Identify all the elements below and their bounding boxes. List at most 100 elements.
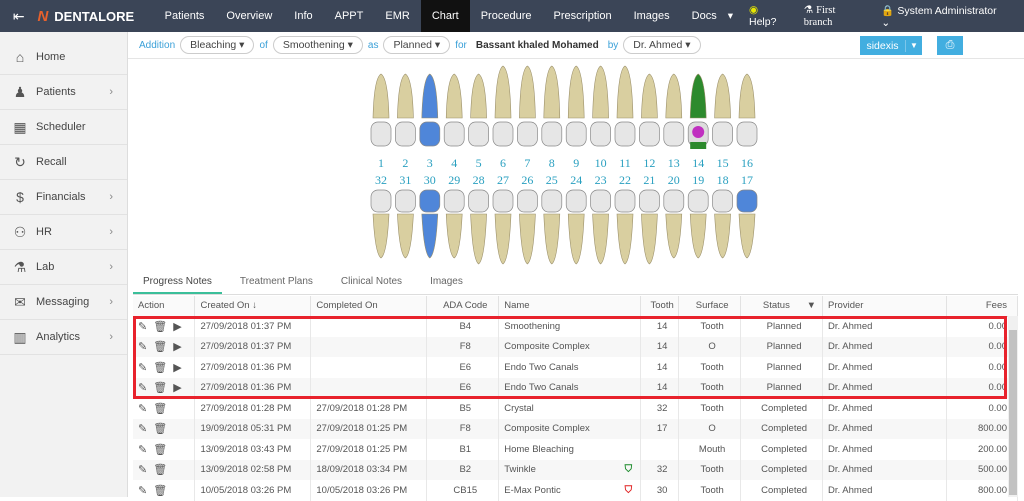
tooth-root-17[interactable]	[738, 213, 756, 259]
tooth-crown-12[interactable]	[639, 121, 660, 147]
tooth-root-22[interactable]	[616, 213, 634, 265]
tooth-number[interactable]: 3	[427, 156, 433, 170]
tooth-crown-25[interactable]	[541, 189, 563, 213]
tooth-crown-10[interactable]	[590, 121, 611, 147]
tooth-number[interactable]: 2	[402, 156, 408, 170]
trash-icon[interactable]: 🗑	[153, 361, 168, 374]
col-ada-code[interactable]: ADA Code	[426, 296, 500, 317]
tooth-number[interactable]: 23	[595, 173, 607, 187]
scrollbar-thumb[interactable]	[1009, 330, 1017, 495]
tooth-number[interactable]: 19	[692, 173, 704, 187]
sidebar-item-home[interactable]: ⌂ Home	[0, 40, 127, 75]
tooth-crown-20[interactable]	[663, 189, 685, 213]
tooth-number[interactable]: 27	[497, 173, 509, 187]
tooth-root-20[interactable]	[665, 213, 683, 259]
tooth-number[interactable]: 32	[375, 173, 387, 187]
table-row[interactable]: ✎ 🗑 ▶ 27/09/2018 01:36 PM E6 Endo Two Canals 1…	[133, 377, 1019, 398]
tooth-crown-28[interactable]	[468, 189, 489, 213]
tooth-crown-29[interactable]	[443, 189, 465, 213]
tooth-root-30[interactable]	[421, 213, 439, 259]
trash-icon[interactable]: 🗑	[153, 484, 168, 497]
tooth-root-10[interactable]	[592, 65, 609, 119]
tooth-crown-13[interactable]	[663, 121, 685, 147]
tooth-number[interactable]: 24	[570, 173, 582, 187]
tooth-number[interactable]: 16	[741, 156, 753, 170]
table-row[interactable]: ✎ 🗑 13/09/2018 02:58 PM 18/09/2018 03:34 PM…	[133, 459, 1019, 480]
tooth-crown-8[interactable]	[541, 121, 563, 147]
nav-docs[interactable]: Docs	[691, 10, 717, 22]
col-fees[interactable]: Fees	[946, 296, 1019, 317]
tooth-number[interactable]: 11	[619, 156, 631, 170]
tooth-root-3[interactable]	[421, 73, 439, 119]
tooth-crown-26[interactable]	[517, 189, 538, 213]
col-provider[interactable]: Provider	[822, 296, 947, 317]
tooth-number[interactable]: 31	[399, 173, 411, 187]
table-row[interactable]: ✎ 🗑 27/09/2018 01:28 PM 27/09/2018 01:28 PM…	[133, 398, 1019, 419]
edit-icon[interactable]: ✎	[138, 423, 148, 436]
sidebar-item-patients[interactable]: ♟ Patients ›	[0, 75, 127, 110]
tooth-crown-5[interactable]	[468, 121, 489, 147]
sidebar-item-recall[interactable]: ↻ Recall	[0, 145, 127, 180]
tooth-root-25[interactable]	[543, 213, 561, 265]
nav-chart[interactable]: Chart	[420, 0, 470, 32]
col-created-on[interactable]: Created On ↓	[194, 296, 312, 317]
tooth-crown-23[interactable]	[590, 189, 611, 213]
nav-info[interactable]: Info	[294, 10, 313, 22]
tooth-root-24[interactable]	[567, 213, 585, 265]
table-row[interactable]: ✎ 🗑 10/05/2018 03:26 PM 10/05/2018 03:26 PM…	[133, 480, 1019, 501]
col-status[interactable]: Status ▼	[740, 296, 824, 317]
play-icon[interactable]: ▶	[173, 321, 182, 333]
procedure-dropdown[interactable]: Bleaching ▾	[180, 36, 255, 54]
col-completed-on[interactable]: Completed On	[310, 296, 428, 317]
tooth-root-7[interactable]	[519, 65, 536, 119]
tooth-number[interactable]: 7	[524, 156, 530, 170]
edit-icon[interactable]: ✎	[138, 341, 148, 354]
tooth-crown-3[interactable]	[419, 121, 441, 147]
tooth-crown-11[interactable]	[614, 121, 636, 147]
dropdown-icon[interactable]: ▾	[727, 10, 733, 22]
tooth-root-19[interactable]	[689, 213, 707, 259]
tooth-crown-16[interactable]	[736, 121, 758, 147]
tooth-number[interactable]: 25	[546, 173, 558, 187]
trash-icon[interactable]: 🗑	[153, 464, 168, 477]
logo[interactable]: N DENTALORE	[37, 7, 135, 25]
tooth-crown-30[interactable]	[419, 189, 441, 213]
status-dropdown[interactable]: Planned ▾	[383, 36, 451, 54]
tooth-crown-9[interactable]	[565, 121, 587, 147]
col-action[interactable]: Action	[133, 296, 196, 317]
tooth-root-31[interactable]	[397, 213, 414, 259]
tooth-number[interactable]: 9	[573, 156, 579, 170]
tooth-number[interactable]: 22	[619, 173, 631, 187]
tooth-number[interactable]: 21	[643, 173, 655, 187]
tab-progress-notes[interactable]: Progress Notes	[133, 276, 222, 294]
tooth-crown-32[interactable]	[370, 189, 392, 213]
trash-icon[interactable]: 🗑	[153, 402, 168, 415]
sidebar-item-analytics[interactable]: ▥ Analytics ›	[0, 320, 127, 355]
sidebar-item-messaging[interactable]: ✉ Messaging ›	[0, 285, 127, 320]
tooth-crown-6[interactable]	[492, 121, 514, 147]
edit-icon[interactable]: ✎	[138, 443, 148, 456]
tooth-crown-24[interactable]	[565, 189, 587, 213]
tooth-number[interactable]: 10	[595, 156, 607, 170]
sidexis-button[interactable]: sidexis ▼	[860, 36, 922, 55]
table-row[interactable]: ✎ 🗑 ▶ 27/09/2018 01:36 PM E6 Endo Two Canals 1…	[133, 357, 1019, 378]
nav-prescription[interactable]: Prescription	[553, 10, 612, 22]
tooth-root-8[interactable]	[543, 65, 561, 119]
help-link[interactable]: ◉ Help?	[748, 4, 777, 28]
nav-overview[interactable]: Overview	[226, 10, 273, 22]
tooth-number[interactable]: 29	[448, 173, 460, 187]
tooth-root-13[interactable]	[665, 73, 683, 119]
sidebar-item-lab[interactable]: ⚗ Lab ›	[0, 250, 127, 285]
tooth-crown-15[interactable]	[712, 121, 733, 147]
tab-treatment-plans[interactable]: Treatment Plans	[239, 276, 313, 287]
branch-selector[interactable]: ⚗ First branch	[803, 4, 836, 28]
tooth-root-9[interactable]	[567, 65, 585, 119]
trash-icon[interactable]: 🗑	[153, 443, 168, 456]
tooth-root-16[interactable]	[738, 73, 756, 119]
edit-icon[interactable]: ✎	[138, 321, 148, 333]
nav-images[interactable]: Images	[633, 10, 670, 22]
tooth-crown-7[interactable]	[517, 121, 538, 147]
tooth-root-21[interactable]	[641, 213, 658, 265]
tooth-number[interactable]: 14	[692, 156, 704, 170]
sort-desc-icon[interactable]: ↓	[249, 300, 257, 312]
